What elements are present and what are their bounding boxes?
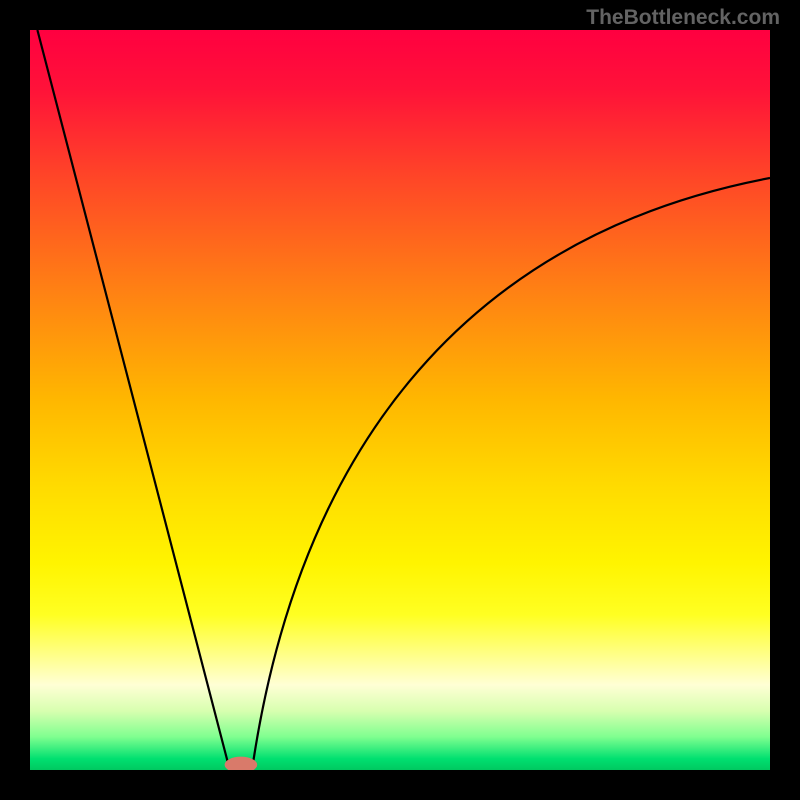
bottleneck-curve-svg xyxy=(30,30,770,770)
curve-right-branch xyxy=(252,178,770,770)
optimal-marker xyxy=(225,757,258,770)
plot-area xyxy=(30,30,770,770)
watermark-text: TheBottleneck.com xyxy=(586,6,780,30)
curve-left-branch xyxy=(37,30,229,770)
